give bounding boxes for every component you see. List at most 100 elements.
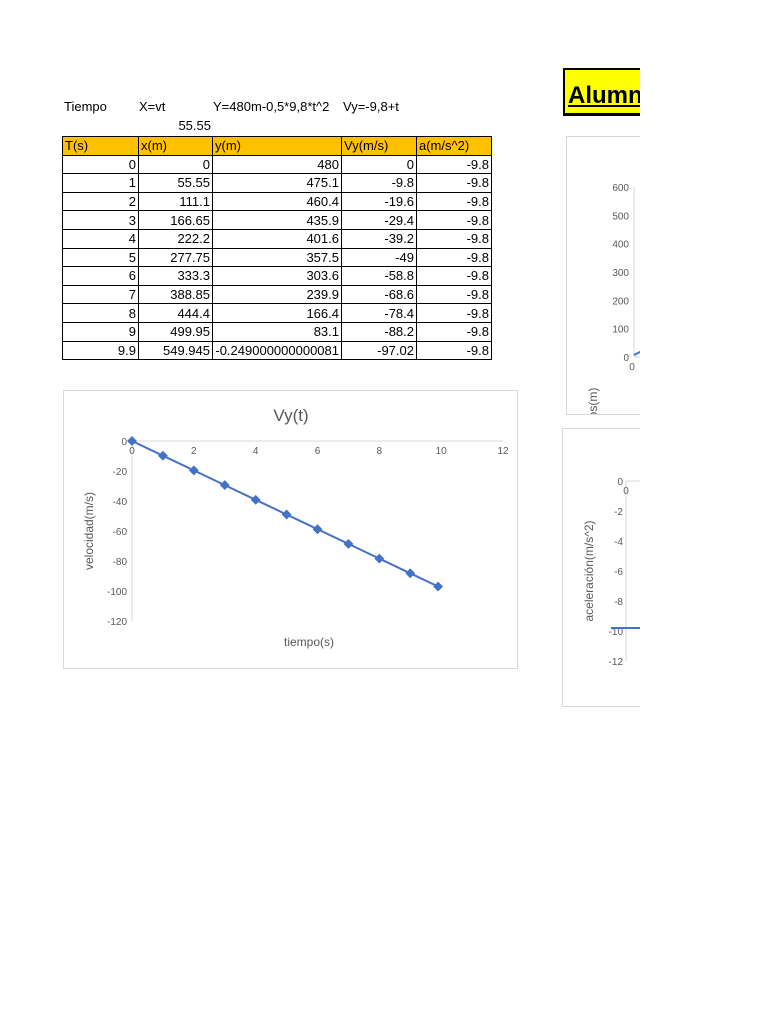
table-cell[interactable]: 357.5 (212, 247, 342, 268)
table-cell[interactable]: -9.8 (416, 321, 492, 342)
y-tick-label: 0 (617, 477, 623, 488)
table-cell[interactable]: 499.95 (138, 321, 213, 342)
title-text: Alumn (568, 82, 643, 109)
table-cell[interactable]: 0 (341, 154, 417, 175)
table-cell[interactable]: 480 (212, 154, 342, 175)
table-cell[interactable]: -97.02 (341, 340, 417, 361)
y-tick-label: 500 (612, 211, 629, 222)
table-cell[interactable]: 222.2 (138, 228, 213, 249)
x-tick-label: 0 (629, 362, 635, 373)
data-point[interactable] (405, 568, 416, 579)
table-cell[interactable]: -9.8 (416, 340, 492, 361)
table-cell[interactable]: 303.6 (212, 266, 342, 286)
column-header[interactable]: y(m) (212, 136, 342, 156)
column-header[interactable]: x(m) (138, 136, 213, 156)
y-tick-label: 200 (612, 296, 629, 307)
header-vy-formula: Vy=-9,8+t (343, 99, 399, 114)
data-point[interactable] (188, 465, 199, 476)
table-cell[interactable]: -29.4 (341, 210, 417, 230)
table-cell[interactable]: 7 (62, 284, 139, 305)
table-cell[interactable]: 6 (62, 266, 139, 286)
data-point[interactable] (157, 450, 168, 461)
header-x-formula: X=vt (139, 99, 166, 114)
table-cell[interactable]: 435.9 (212, 210, 342, 230)
table-cell[interactable]: -58.8 (341, 266, 417, 286)
y-tick-label: 400 (612, 240, 629, 251)
table-cell[interactable]: 475.1 (212, 173, 342, 193)
table-cell[interactable]: 0 (138, 154, 213, 175)
data-point[interactable] (312, 524, 323, 535)
table-cell[interactable]: 549.945 (138, 340, 213, 361)
table-cell[interactable]: 83.1 (212, 321, 342, 342)
y-tick-label: -2 (614, 507, 623, 518)
table-row: 4 222.2 401.6 -39.2 -9.8 (62, 228, 492, 249)
column-header[interactable]: Vy(m/s) (341, 136, 417, 156)
table-cell[interactable]: 8 (62, 303, 139, 323)
table-cell[interactable]: -19.6 (341, 191, 417, 212)
data-point[interactable] (433, 581, 444, 592)
table-cell[interactable]: -9.8 (341, 173, 417, 193)
table-cell[interactable]: 444.4 (138, 303, 213, 323)
data-point[interactable] (343, 538, 354, 549)
y-tick-label: 300 (612, 268, 629, 279)
y-tick-label: -8 (614, 597, 623, 608)
table-cell[interactable]: 166.4 (212, 303, 342, 323)
table-row: 3 166.65 435.9 -29.4 -9.8 (62, 210, 492, 230)
table-cell[interactable]: 166.65 (138, 210, 213, 230)
table-cell[interactable]: -9.8 (416, 247, 492, 268)
table-cell[interactable]: 111.1 (138, 191, 213, 212)
table-cell[interactable]: 3 (62, 210, 139, 230)
table-row: 8 444.4 166.4 -78.4 -9.8 (62, 303, 492, 323)
table-cell[interactable]: 401.6 (212, 228, 342, 249)
table-cell[interactable]: -9.8 (416, 266, 492, 286)
y-tick-label: -12 (609, 657, 624, 668)
table-cell[interactable]: -88.2 (341, 321, 417, 342)
y-tick-label: -100 (107, 587, 127, 598)
table-cell[interactable]: 5 (62, 247, 139, 268)
table-cell[interactable]: 277.75 (138, 247, 213, 268)
table-cell[interactable]: 4 (62, 228, 139, 249)
table-cell[interactable]: 9.9 (62, 340, 139, 361)
table-cell[interactable]: -9.8 (416, 284, 492, 305)
table-cell[interactable]: -9.8 (416, 173, 492, 193)
table-cell[interactable]: -49 (341, 247, 417, 268)
x-tick-label: 0 (623, 486, 629, 497)
acceleration-chart[interactable]: aceleración(m/s^2) 0 -2 -4 -6 -8 -10 -12 0 (562, 428, 652, 707)
data-point[interactable] (281, 509, 292, 520)
table-cell[interactable]: -78.4 (341, 303, 417, 323)
table-cell[interactable]: -9.8 (416, 210, 492, 230)
table-cell[interactable]: -9.8 (416, 303, 492, 323)
title-box: Alumn (563, 68, 653, 116)
column-header[interactable]: T(s) (62, 136, 139, 156)
table-cell[interactable]: 9 (62, 321, 139, 342)
y-tick-label: -10 (609, 627, 624, 638)
table-cell[interactable]: 239.9 (212, 284, 342, 305)
column-header[interactable]: a(m/s^2) (416, 136, 492, 156)
y-tick-label: 0 (121, 437, 127, 448)
y-tick-label: 100 (612, 325, 629, 336)
table-cell[interactable]: 388.85 (138, 284, 213, 305)
x-tick-label: 6 (315, 446, 321, 457)
table-cell[interactable]: -9.8 (416, 191, 492, 212)
table-cell[interactable]: -39.2 (341, 228, 417, 249)
x-tick-label: 10 (436, 446, 448, 457)
data-point[interactable] (219, 480, 230, 491)
table-cell[interactable]: -9.8 (416, 228, 492, 249)
x-tick-label: 8 (377, 446, 383, 457)
table-cell[interactable]: 333.3 (138, 266, 213, 286)
data-point[interactable] (374, 553, 385, 564)
table-cell[interactable]: -0.249000000000081 (212, 340, 342, 361)
table-cell[interactable]: 0 (62, 154, 139, 175)
table-cell[interactable]: 2 (62, 191, 139, 212)
table-cell[interactable]: 460.4 (212, 191, 342, 212)
vy-chart[interactable]: Vy(t) tiempo(s) velocidad(m/s) 0 -20 -40 -6… (63, 390, 518, 669)
y-tick-label: -80 (113, 557, 128, 568)
table-cell[interactable]: -9.8 (416, 154, 492, 175)
table-cell[interactable]: 55.55 (138, 173, 213, 193)
x-tick-label: 2 (191, 446, 197, 457)
y-tick-label: 0 (623, 353, 629, 364)
data-point[interactable] (127, 436, 137, 446)
table-cell[interactable]: -68.6 (341, 284, 417, 305)
data-point[interactable] (250, 494, 261, 505)
table-cell[interactable]: 1 (62, 173, 139, 193)
